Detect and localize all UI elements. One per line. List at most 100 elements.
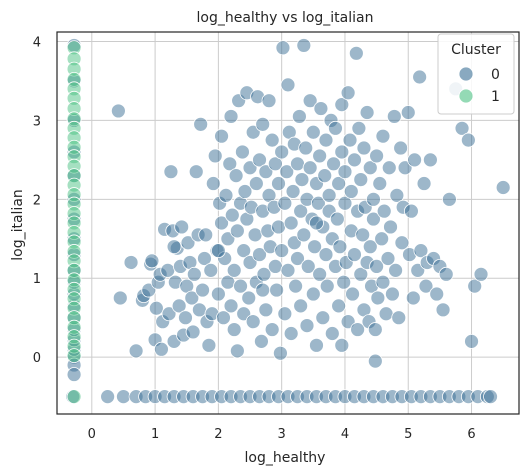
data-point	[388, 262, 403, 278]
data-point	[110, 103, 126, 119]
data-point	[274, 243, 290, 259]
data-point	[66, 367, 82, 382]
data-point	[302, 93, 318, 109]
data-point	[201, 337, 217, 353]
data-point	[128, 343, 144, 359]
data-point	[326, 156, 341, 172]
data-point	[367, 322, 383, 337]
data-point	[337, 164, 353, 180]
data-point	[163, 164, 179, 180]
data-point	[218, 187, 234, 203]
data-point	[245, 314, 261, 330]
data-point	[369, 259, 385, 274]
data-point	[271, 176, 286, 191]
data-point	[174, 219, 190, 235]
x-tick-label: 6	[467, 427, 475, 442]
data-point	[347, 247, 362, 262]
data-point	[198, 227, 214, 243]
data-point	[197, 251, 212, 266]
data-point	[355, 227, 371, 243]
data-point	[380, 251, 396, 266]
data-point	[66, 348, 82, 363]
data-point	[435, 302, 451, 318]
data-point	[331, 176, 347, 191]
data-point	[367, 353, 383, 369]
data-point	[454, 120, 470, 136]
data-point	[277, 195, 293, 211]
data-point	[273, 345, 288, 361]
data-point	[340, 85, 356, 101]
y-tick-label: 4	[33, 35, 41, 50]
data-point	[405, 290, 421, 306]
data-point	[184, 290, 200, 306]
x-tick-label: 5	[404, 427, 412, 442]
data-point	[255, 116, 271, 132]
data-point	[286, 235, 302, 251]
data-point	[375, 128, 391, 144]
data-point	[242, 255, 258, 270]
series-0	[65, 38, 511, 405]
data-point	[267, 156, 283, 172]
legend-box	[437, 33, 515, 115]
data-point	[429, 286, 445, 302]
data-point	[290, 251, 305, 266]
y-tick-label: 3	[33, 114, 41, 129]
data-point	[372, 176, 388, 191]
data-point	[328, 120, 343, 136]
data-point	[256, 266, 272, 282]
data-point	[404, 203, 419, 219]
data-point	[296, 38, 312, 53]
tick-labels: 0 1 2 3 4 5 6 0 1 2 3 4	[33, 35, 476, 442]
data-point	[397, 160, 413, 176]
data-point	[252, 247, 267, 262]
legend-label-1: 1	[491, 89, 500, 105]
data-point	[416, 176, 432, 191]
data-point	[236, 243, 252, 259]
data-point	[255, 282, 271, 298]
data-point	[116, 389, 131, 405]
data-point	[264, 322, 280, 337]
data-point	[223, 298, 239, 314]
data-point	[332, 239, 348, 255]
data-point	[495, 180, 511, 195]
data-point	[161, 306, 177, 322]
data-point	[331, 298, 347, 314]
data-point	[375, 274, 391, 290]
data-point	[252, 152, 267, 168]
data-point	[220, 231, 236, 247]
data-point	[310, 195, 326, 211]
data-point	[318, 247, 334, 262]
data-point	[418, 278, 434, 294]
data-point	[302, 160, 318, 176]
data-point	[229, 223, 245, 239]
data-point	[334, 337, 350, 353]
data-point	[226, 322, 242, 337]
data-point	[340, 314, 356, 330]
data-point	[222, 156, 238, 172]
data-point	[154, 341, 169, 357]
data-point	[343, 184, 359, 199]
data-point	[261, 93, 277, 109]
data-point	[293, 203, 309, 219]
plot-frame	[56, 31, 520, 415]
legend-title: Cluster	[451, 42, 501, 58]
data-point	[254, 333, 269, 349]
data-point	[385, 286, 400, 302]
data-point	[381, 160, 397, 176]
data-point	[210, 286, 226, 302]
data-point	[410, 262, 426, 278]
data-point	[216, 310, 231, 326]
data-point	[293, 298, 309, 314]
x-tick-label: 1	[151, 427, 159, 442]
data-point	[224, 207, 240, 223]
data-point	[324, 326, 340, 341]
data-point	[258, 164, 274, 180]
data-point	[185, 324, 201, 340]
data-point	[329, 211, 345, 227]
data-point	[296, 227, 312, 243]
data-point	[233, 278, 248, 294]
chart-title: log_healthy vs log_italian	[197, 10, 374, 26]
data-point	[353, 266, 369, 282]
data-point	[353, 172, 369, 187]
data-point	[123, 255, 139, 270]
